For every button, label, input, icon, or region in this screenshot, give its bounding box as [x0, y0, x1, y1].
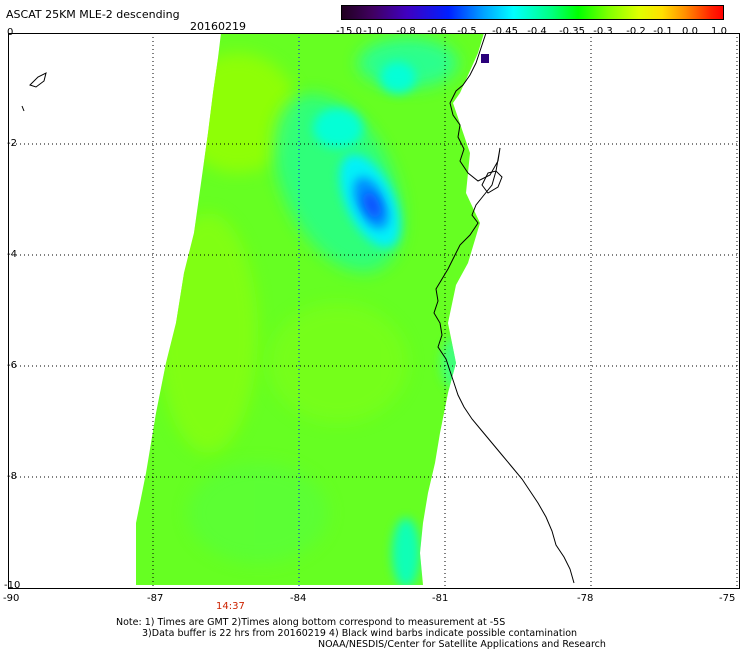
colorbar — [341, 5, 724, 20]
x-tick-label: -90 — [3, 593, 20, 604]
colorbar-label: -0.8 — [396, 26, 416, 37]
colorbar-label: -0.5 — [457, 26, 477, 37]
colorbar-label: -1.0 — [363, 26, 383, 37]
x-tick-label: -84 — [290, 593, 307, 604]
colorbar-label: -0.6 — [427, 26, 447, 37]
x-tick-label: -75 — [719, 593, 736, 604]
colorbar-label: -0.3 — [593, 26, 613, 37]
colorbar-label: -0.35 — [559, 26, 585, 37]
y-tick-label: -6 — [7, 360, 17, 371]
x-tick-label: -81 — [432, 593, 449, 604]
note-line-2: 3)Data buffer is 22 hrs from 20160219 4)… — [142, 628, 578, 639]
swath-time-label: 14:37 — [216, 601, 245, 612]
x-tick-label: -78 — [577, 593, 594, 604]
grid — [8, 33, 740, 589]
colorbar-label: -15.0 — [336, 26, 362, 37]
colorbar-label: -0.2 — [626, 26, 646, 37]
colorbar-label: -0.4 — [527, 26, 547, 37]
wind-map — [8, 33, 740, 589]
colorbar-label: 0.0 — [682, 26, 698, 37]
coastline — [21, 33, 575, 584]
colorbar-label: 1.0 — [711, 26, 727, 37]
note-line-3: NOAA/NESDIS/Center for Satellite Applica… — [318, 639, 606, 650]
x-tick-label: -87 — [147, 593, 164, 604]
y-tick-label: -2 — [7, 138, 17, 149]
y-tick-label: -4 — [7, 249, 17, 260]
note-line-1: Note: 1) Times are GMT 2)Times along bot… — [116, 617, 506, 628]
product-date: 20160219 — [190, 20, 246, 33]
y-tick-label: -10 — [4, 580, 21, 591]
colorbar-label: -0.1 — [653, 26, 673, 37]
product-title: ASCAT 25KM MLE-2 descending — [6, 8, 180, 21]
y-tick-label: -8 — [7, 471, 17, 482]
colorbar-label: -0.45 — [492, 26, 518, 37]
y-tick-label: 0 — [7, 27, 14, 38]
